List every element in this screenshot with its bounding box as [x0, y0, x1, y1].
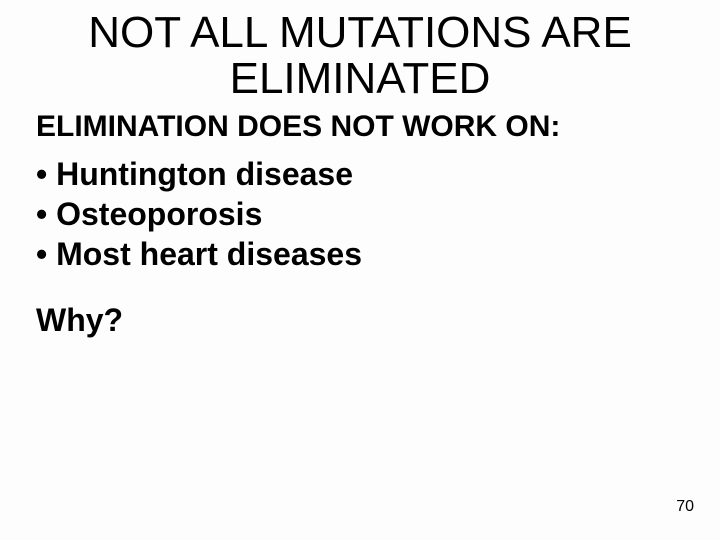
question-text: Why?: [36, 302, 684, 339]
slide: NOT ALL MUTATIONS ARE ELIMINATED ELIMINA…: [0, 0, 720, 540]
title-line-2: ELIMINATED: [0, 56, 720, 102]
page-number: 70: [676, 498, 694, 516]
bullet-item-2: • Osteoporosis: [36, 194, 684, 234]
subheading: ELIMINATION DOES NOT WORK ON:: [36, 110, 684, 144]
bullet-item-3: • Most heart diseases: [36, 234, 684, 274]
slide-body: ELIMINATION DOES NOT WORK ON: • Huntingt…: [0, 102, 720, 339]
title-line-1: NOT ALL MUTATIONS ARE: [0, 10, 720, 56]
slide-title: NOT ALL MUTATIONS ARE ELIMINATED: [0, 0, 720, 102]
bullet-item-1: • Huntington disease: [36, 154, 684, 194]
